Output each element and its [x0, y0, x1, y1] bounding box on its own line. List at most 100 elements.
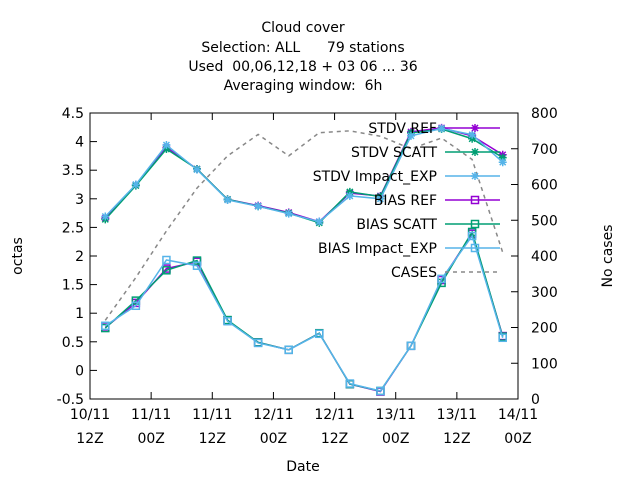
legend-marker	[471, 172, 479, 180]
x-axis: 10/11 12Z 11/11 00Z 11/11 12Z 12/11 00Z 12/11 12Z…	[70, 113, 538, 447]
data-point	[498, 158, 507, 167]
series-stdv-ref	[101, 123, 507, 226]
series-line	[104, 234, 504, 392]
data-point	[162, 145, 171, 154]
x-tick-label-date: 11/11	[131, 407, 171, 423]
y2-tick-label: 800	[531, 106, 558, 122]
data-point	[131, 180, 140, 189]
data-point	[376, 386, 385, 396]
legend-label: BIAS REF	[374, 193, 437, 209]
data-point	[101, 212, 110, 221]
data-point	[437, 274, 446, 284]
legend-label: BIAS Impact_EXP	[318, 241, 437, 257]
legend-label: CASES	[391, 265, 437, 281]
legend-marker	[470, 195, 480, 205]
data-point	[407, 131, 415, 140]
x-tick-label-date: 13/11	[376, 407, 416, 423]
x-tick-label-date: 11/11	[192, 407, 232, 423]
data-point	[131, 301, 141, 311]
x-tick-label-hour: 00Z	[137, 431, 164, 447]
y-tick-label: 1.5	[62, 278, 84, 294]
legend-label: STDV SCATT	[351, 145, 437, 161]
data-point	[315, 329, 324, 339]
y-tick-label: 4	[75, 135, 84, 151]
data-point	[315, 217, 324, 226]
series-bias-impact-exp	[101, 231, 507, 396]
y-tick-label: -0.5	[57, 392, 84, 408]
x-tick-label-hour: 12Z	[443, 431, 470, 447]
series-layer	[101, 123, 507, 396]
y2-axis-label: No cases	[600, 225, 616, 288]
x-axis-label: Date	[286, 459, 319, 475]
data-point	[254, 202, 263, 211]
data-point	[498, 153, 507, 162]
data-point	[253, 338, 263, 348]
title-line-1: Cloud cover	[261, 20, 345, 36]
data-point	[284, 345, 293, 355]
y2-tick-label: 300	[531, 285, 558, 301]
series-stdv-impact-exp	[101, 124, 507, 226]
legend-marker	[470, 219, 480, 229]
series-bias-scatt	[101, 227, 507, 396]
data-point	[345, 379, 355, 388]
data-point	[467, 231, 477, 241]
series-line	[104, 231, 504, 393]
legend-marker	[470, 243, 480, 253]
y2-tick-label: 200	[531, 321, 558, 337]
title-line-4: Averaging window: 6h	[224, 78, 383, 94]
y-tick-label: 1	[75, 306, 84, 322]
data-point	[468, 134, 477, 143]
data-point	[162, 266, 171, 275]
x-tick-label-date: 10/11	[70, 407, 110, 423]
data-point	[162, 141, 171, 150]
x-tick-label-hour: 12Z	[199, 431, 226, 447]
data-point	[101, 321, 110, 331]
y2-tick-label: 400	[531, 249, 558, 265]
data-point	[192, 261, 202, 270]
title-line-2: Selection: ALL 79 stations	[201, 40, 404, 56]
y2-axis: 0 100 200 300 400 500 600 700 800	[511, 106, 558, 408]
y-tick-label: 0.5	[62, 335, 84, 351]
legend-marker	[471, 148, 479, 156]
x-tick-label-hour: 00Z	[504, 431, 531, 447]
data-point	[345, 187, 354, 196]
y-axis-label: octas	[10, 237, 26, 275]
series-bias-ref	[101, 229, 507, 396]
y-tick-label: 3.5	[62, 163, 84, 179]
x-tick-label-date: 12/11	[314, 407, 354, 423]
data-point	[192, 256, 202, 265]
data-point	[162, 255, 171, 265]
chart-title: Cloud cover Selection: ALL 79 stations U…	[188, 20, 417, 94]
legend-label: BIAS SCATT	[356, 217, 437, 233]
legend: STDV REF STDV SCATT STDV Impact_EXP BIAS RE…	[313, 121, 500, 281]
x-tick-label-date: 13/11	[437, 407, 477, 423]
y-tick-label: 0	[75, 363, 84, 379]
y2-tick-label: 0	[531, 392, 540, 408]
data-point	[284, 209, 293, 218]
y2-tick-label: 600	[531, 178, 558, 194]
title-line-3: Used 00,06,12,18 + 03 06 ... 36	[188, 59, 417, 75]
data-point	[193, 165, 201, 174]
y-axis: -0.5 0 0.5 1 1.5 2 2.5 3 3.5 4 4.5	[57, 106, 97, 408]
legend-label: STDV REF	[368, 121, 437, 137]
x-tick-label-hour: 12Z	[76, 431, 103, 447]
x-tick-label-date: 12/11	[253, 407, 293, 423]
series-line	[104, 127, 504, 223]
data-point	[498, 333, 507, 343]
y-tick-label: 2	[75, 249, 84, 265]
series-line	[104, 127, 504, 223]
legend-label: STDV Impact_EXP	[313, 169, 437, 185]
y-tick-label: 2.5	[62, 220, 84, 236]
data-point	[223, 195, 232, 204]
y-tick-label: 4.5	[62, 106, 84, 122]
legend-marker	[471, 124, 479, 132]
data-point	[376, 194, 385, 203]
y2-tick-label: 500	[531, 213, 558, 229]
data-point	[223, 316, 232, 326]
data-point	[345, 191, 354, 200]
x-tick-label-hour: 12Z	[321, 431, 348, 447]
x-tick-label-date: 14/11	[498, 407, 538, 423]
x-tick-label-hour: 00Z	[382, 431, 409, 447]
data-point	[437, 124, 446, 133]
